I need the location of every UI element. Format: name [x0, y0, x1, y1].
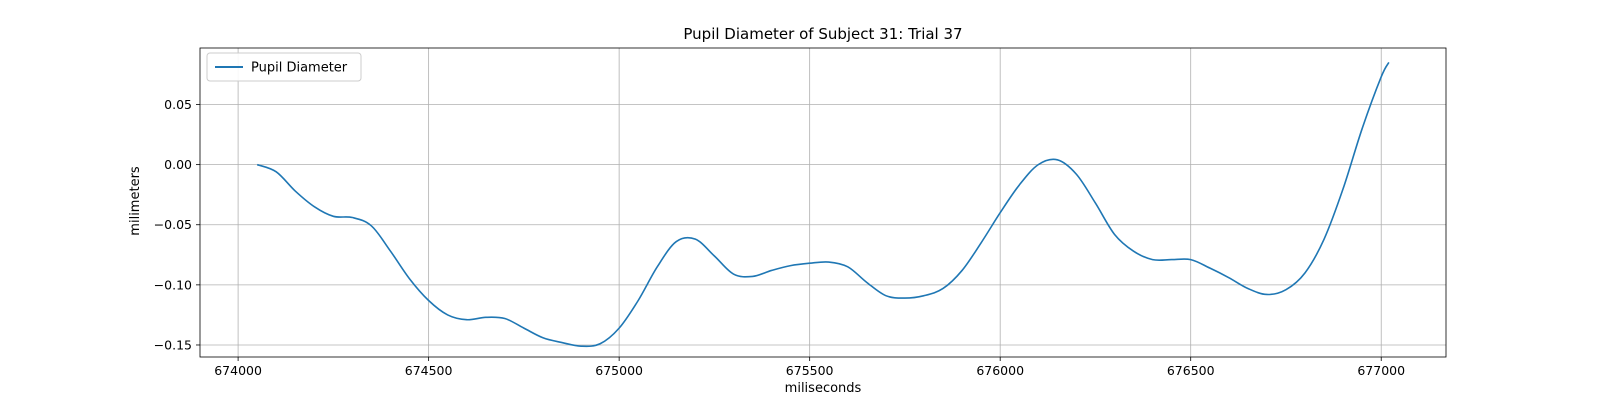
x-axis: 674000 674500 675000 675500 676000 676500 6770… [214, 357, 1405, 378]
y-tick-label: −0.15 [154, 337, 192, 352]
legend: Pupil Diameter [206, 52, 362, 82]
x-tick-label: 675000 [595, 363, 643, 378]
legend-box [206, 52, 362, 82]
y-axis-label: milimeters [128, 166, 143, 236]
legend-label-pupil-diameter: Pupil Diameter [251, 61, 348, 76]
x-axis-label: miliseconds [785, 381, 862, 396]
y-tick-label: −0.10 [154, 277, 192, 292]
grid [200, 48, 1446, 357]
plot-frame [199, 47, 1447, 358]
x-tick-label: 676500 [1167, 363, 1215, 378]
series-layer [256, 62, 1390, 348]
chart-title: Pupil Diameter of Subject 31: Trial 37 [683, 25, 962, 43]
x-tick-label: 676000 [976, 363, 1024, 378]
x-tick-label: 677000 [1357, 363, 1405, 378]
y-tick-label: 0.05 [164, 97, 192, 112]
y-tick-label: −0.05 [154, 217, 192, 232]
series-line-pupil-diameter [256, 62, 1390, 348]
y-tick-label: 0.00 [164, 157, 192, 172]
y-axis: −0.15 −0.10 −0.05 0.00 0.05 [154, 97, 200, 352]
x-tick-label: 675500 [786, 363, 834, 378]
x-tick-label: 674500 [405, 363, 453, 378]
x-tick-label: 674000 [214, 363, 262, 378]
